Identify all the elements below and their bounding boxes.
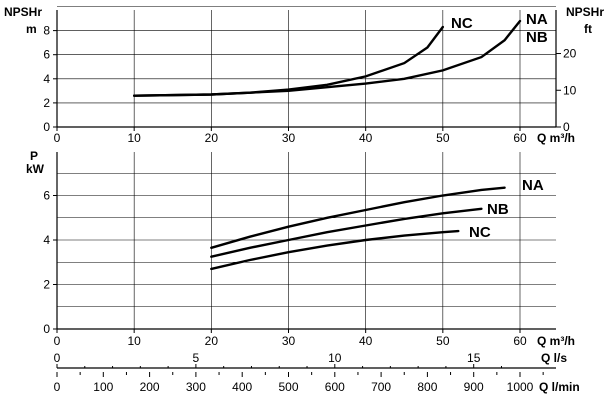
power-curve-nc	[210, 229, 460, 271]
bot-y-tick-label: 4	[43, 233, 50, 247]
npshr-label-na: NA	[526, 11, 548, 28]
top-x-label: Q m³/h	[537, 131, 575, 145]
lmin-tick-label: 600	[325, 380, 345, 394]
npshr-label-nc: NC	[451, 15, 473, 32]
ls-axis-label: Q l/s	[541, 351, 567, 365]
bot-x-tick-label: 10	[127, 334, 141, 348]
ls-tick-label: 0	[54, 351, 61, 365]
top-y-label-line1: NPSHr	[4, 5, 42, 19]
ls-tick-label: 5	[193, 351, 200, 365]
top-x-tick-label: 20	[205, 131, 219, 145]
secondary-flow-axes: 0 5 10 15 Q l/s 0 100 200 300 400 500 600 700 800 900 1…	[54, 351, 580, 394]
bot-y-label-line2: kW	[26, 162, 45, 176]
top-x-tick-label: 50	[436, 131, 450, 145]
bot-x-tick-label: 20	[205, 334, 219, 348]
top-right-tick-label: 20	[563, 47, 577, 61]
bot-x-tick-label: 60	[513, 334, 527, 348]
bot-x-tick-label: 40	[359, 334, 373, 348]
top-x-tick-label: 30	[282, 131, 296, 145]
lmin-tick-label: 1000	[507, 380, 534, 394]
bot-y-label-line1: P	[30, 149, 38, 163]
power-label-nb: NB	[487, 201, 509, 218]
top-x-tick-label: 10	[127, 131, 141, 145]
top-y-tick-label: 6	[43, 48, 50, 62]
bot-y-tick-label: 6	[43, 189, 50, 203]
lmin-tick-label: 400	[232, 380, 252, 394]
lmin-tick-label: 200	[140, 380, 160, 394]
lmin-tick-label: 300	[186, 380, 206, 394]
npshr-chart: 0 2 4 6 8 0 10 20 0 10 20 30 40 50 60 NPSHr m NPSHr ft Q m³…	[4, 5, 604, 145]
npshr-label-nb: NB	[526, 29, 548, 46]
ls-tick-label: 15	[467, 351, 481, 365]
lmin-tick-label: 900	[464, 380, 484, 394]
lmin-tick-label: 800	[417, 380, 437, 394]
power-curve-nb	[210, 207, 483, 258]
bot-x-tick-label: 0	[54, 334, 61, 348]
top-right-label-line2: ft	[584, 22, 592, 36]
lmin-tick-label: 500	[278, 380, 298, 394]
power-curve-na	[210, 186, 506, 249]
power-label-nc: NC	[469, 224, 491, 241]
top-x-tick-label: 0	[54, 131, 61, 145]
npshr-curve-na	[133, 19, 522, 97]
bot-x-tick-label: 50	[436, 334, 450, 348]
top-y-tick-label: 8	[43, 24, 50, 38]
lmin-tick-label: 700	[371, 380, 391, 394]
top-x-tick-label: 40	[359, 131, 373, 145]
top-right-tick-label: 10	[563, 83, 577, 97]
bot-x-tick-label: 30	[282, 334, 296, 348]
top-x-tick-label: 60	[513, 131, 527, 145]
lmin-tick-label: 0	[54, 380, 61, 394]
lmin-tick-label: 100	[93, 380, 113, 394]
top-right-tick-label: 0	[563, 120, 570, 134]
top-y-tick-label: 0	[43, 120, 50, 134]
bot-x-label: Q m³/h	[537, 334, 575, 348]
bot-y-tick-label: 2	[43, 278, 50, 292]
top-right-label-line1: NPSHr	[566, 5, 604, 19]
top-y-tick-label: 2	[43, 96, 50, 110]
top-y-label-line2: m	[26, 22, 37, 36]
bot-y-tick-label: 0	[43, 322, 50, 336]
top-y-tick-label: 4	[43, 72, 50, 86]
lmin-axis-label: Q l/min	[539, 380, 580, 394]
power-label-na: NA	[522, 177, 544, 194]
ls-tick-label: 10	[328, 351, 342, 365]
